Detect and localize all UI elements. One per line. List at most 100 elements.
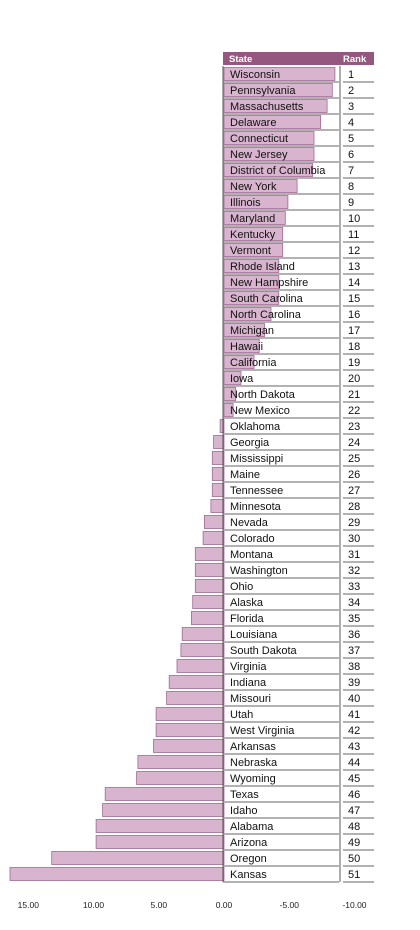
rank-label: 21 (348, 389, 360, 401)
rank-label: 7 (348, 165, 354, 177)
bar-connecticut (223, 131, 315, 145)
rank-label: 47 (348, 805, 360, 817)
state-label: Indiana (230, 677, 267, 689)
bar-pennsylvania (223, 83, 333, 97)
bar-south-dakota (180, 643, 225, 657)
bar-district-of-columbia (223, 163, 314, 177)
state-label: Mississippi (230, 453, 283, 465)
bar-texas (104, 787, 225, 801)
bar-arkansas (153, 739, 225, 753)
x-tick-label: 5.00 (151, 900, 168, 910)
state-label: Nevada (230, 517, 269, 529)
x-tick-label: 15.00 (18, 900, 40, 910)
rank-label: 26 (348, 469, 360, 481)
x-tick-label: 0.00 (216, 900, 233, 910)
rank-label: 15 (348, 293, 360, 305)
state-label: South Dakota (230, 645, 298, 657)
bar-minnesota (210, 499, 225, 513)
rank-label: 39 (348, 677, 360, 689)
state-label: Texas (230, 789, 259, 801)
bar-maine (211, 467, 225, 481)
state-label: Wisconsin (230, 69, 280, 81)
bar-massachusetts (223, 99, 328, 113)
table-header-bar (223, 52, 374, 65)
rank-label: 29 (348, 517, 360, 529)
rank-label: 28 (348, 501, 360, 513)
state-label: Arizona (230, 837, 268, 849)
rank-label: 9 (348, 197, 354, 209)
rank-label: 37 (348, 645, 360, 657)
state-label: Montana (230, 549, 274, 561)
rank-label: 49 (348, 837, 360, 849)
state-label: Oklahoma (230, 421, 281, 433)
rank-label: 45 (348, 773, 360, 785)
state-label: Louisiana (230, 629, 278, 641)
rank-label: 27 (348, 485, 360, 497)
state-label: District of Columbia (230, 165, 326, 177)
state-label: Florida (230, 613, 265, 625)
bar-wisconsin (223, 67, 336, 81)
state-label: Wyoming (230, 773, 276, 785)
rank-label: 5 (348, 133, 354, 145)
state-label: Connecticut (230, 133, 288, 145)
x-tick-label: -5.00 (280, 900, 300, 910)
bar-michigan (223, 323, 265, 337)
bar-south-carolina (223, 291, 280, 305)
rank-label: 19 (348, 357, 360, 369)
state-label: Alabama (230, 821, 274, 833)
bar-ohio (194, 579, 225, 593)
state-label: Maryland (230, 213, 275, 225)
state-label: Kentucky (230, 229, 276, 241)
rank-label: 44 (348, 757, 360, 769)
state-label: Nebraska (230, 757, 278, 769)
bar-delaware (223, 115, 321, 129)
bar-hawaii (223, 339, 260, 353)
rank-label: 23 (348, 421, 360, 433)
rank-label: 33 (348, 581, 360, 593)
bar-north-dakota (223, 387, 237, 401)
rank-label: 6 (348, 149, 354, 161)
rank-label: 25 (348, 453, 360, 465)
rank-label: 50 (348, 853, 360, 865)
state-label: California (230, 357, 277, 369)
state-label: Tennessee (230, 485, 283, 497)
rank-label: 8 (348, 181, 354, 193)
bar-idaho (102, 803, 225, 817)
bar-virginia (176, 659, 225, 673)
bar-nebraska (137, 755, 225, 769)
header-state: State (229, 54, 252, 65)
bar-tennessee (211, 483, 225, 497)
state-label: Arkansas (230, 741, 276, 753)
bar-rhode-island (223, 259, 280, 273)
rank-label: 24 (348, 437, 360, 449)
state-label: New Hampshire (230, 277, 308, 289)
rank-label: 13 (348, 261, 360, 273)
state-label: Georgia (230, 437, 270, 449)
rank-label: 42 (348, 725, 360, 737)
rank-label: 34 (348, 597, 360, 609)
bar-oklahoma (219, 419, 225, 433)
state-label: South Carolina (230, 293, 304, 305)
state-label: Missouri (230, 693, 271, 705)
rank-label: 16 (348, 309, 360, 321)
bar-colorado (202, 531, 225, 545)
state-label: West Virginia (230, 725, 295, 737)
state-label: Utah (230, 709, 253, 721)
state-label: Virginia (230, 661, 267, 673)
state-label: Oregon (230, 853, 267, 865)
rank-label: 11 (348, 229, 359, 241)
bar-group (9, 67, 336, 881)
bar-new-mexico (223, 403, 234, 417)
state-label: New Jersey (230, 149, 288, 161)
state-label: Hawaii (230, 341, 263, 353)
bar-alaska (192, 595, 225, 609)
state-label: Washington (230, 565, 288, 577)
header-rank: Rank (343, 54, 367, 65)
rank-label: 2 (348, 85, 354, 97)
bar-new-hampshire (223, 275, 280, 289)
state-label: Massachusetts (230, 101, 304, 113)
state-label: Delaware (230, 117, 276, 129)
rank-label: 3 (348, 101, 354, 113)
rank-label: 31 (348, 549, 360, 561)
bar-california (223, 355, 255, 369)
